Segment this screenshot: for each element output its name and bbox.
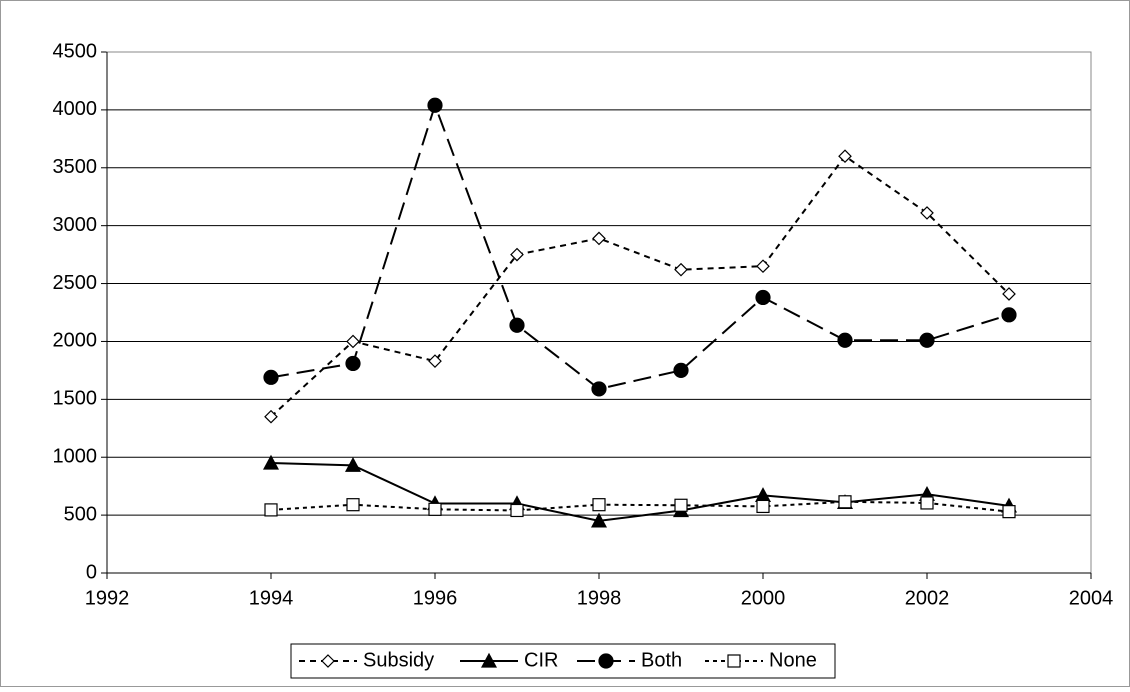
x-tick-label: 2004 bbox=[1069, 587, 1114, 609]
point bbox=[509, 317, 525, 333]
series-line bbox=[270, 462, 1010, 522]
point bbox=[1002, 287, 1016, 301]
point bbox=[1001, 307, 1017, 323]
point bbox=[755, 289, 771, 306]
x-tick-label: 2002 bbox=[905, 587, 950, 609]
x-tick-label: 2000 bbox=[741, 587, 786, 609]
x-tick-label: 1998 bbox=[577, 587, 622, 609]
legend-marker bbox=[321, 654, 335, 668]
point bbox=[838, 149, 852, 164]
x-tick-label: 1996 bbox=[413, 587, 458, 609]
point bbox=[919, 332, 935, 348]
point bbox=[264, 409, 278, 424]
legend-label: Both bbox=[641, 649, 682, 671]
point bbox=[837, 332, 853, 348]
point bbox=[756, 259, 770, 274]
y-tick-label: 2000 bbox=[53, 330, 98, 352]
y-tick-label: 4500 bbox=[53, 40, 98, 62]
point bbox=[262, 454, 280, 470]
y-tick-label: 1000 bbox=[53, 446, 98, 468]
legend-marker bbox=[480, 652, 498, 668]
point bbox=[1002, 505, 1016, 519]
point bbox=[427, 97, 443, 113]
y-tick-label: 3000 bbox=[53, 214, 98, 236]
point bbox=[592, 498, 606, 512]
y-tick-label: 1500 bbox=[53, 388, 98, 410]
point bbox=[346, 334, 360, 349]
y-tick-label: 4000 bbox=[53, 98, 98, 120]
point bbox=[344, 457, 362, 472]
point bbox=[346, 498, 360, 512]
point bbox=[920, 496, 934, 510]
point bbox=[428, 502, 442, 516]
legend-label: Subsidy bbox=[363, 649, 434, 671]
point bbox=[263, 369, 279, 385]
legend-box bbox=[290, 643, 836, 679]
y-tick-label: 500 bbox=[64, 503, 97, 525]
point bbox=[674, 262, 688, 277]
point bbox=[428, 354, 442, 368]
legend-label: CIR bbox=[524, 649, 558, 671]
x-tick-label: 1994 bbox=[249, 587, 294, 609]
y-tick-label: 0 bbox=[86, 561, 97, 583]
point bbox=[592, 231, 606, 246]
point bbox=[920, 206, 934, 220]
point bbox=[510, 247, 524, 262]
point bbox=[674, 498, 688, 512]
point bbox=[838, 495, 852, 509]
series-line bbox=[270, 154, 1010, 418]
series-line bbox=[270, 500, 1010, 513]
series-line bbox=[270, 102, 1010, 390]
point bbox=[673, 362, 689, 378]
x-tick-label: 1992 bbox=[85, 587, 130, 609]
y-tick-label: 2500 bbox=[53, 272, 98, 294]
y-tick-label: 3500 bbox=[53, 156, 98, 178]
legend-marker bbox=[727, 654, 741, 668]
point bbox=[510, 503, 524, 518]
legend: Subsidy CIR Both None bbox=[290, 643, 836, 679]
point bbox=[591, 381, 607, 397]
point bbox=[264, 503, 278, 517]
point bbox=[345, 355, 361, 372]
point bbox=[590, 512, 608, 528]
point bbox=[756, 499, 770, 514]
legend-marker bbox=[598, 653, 614, 669]
legend-label: None bbox=[769, 649, 817, 671]
